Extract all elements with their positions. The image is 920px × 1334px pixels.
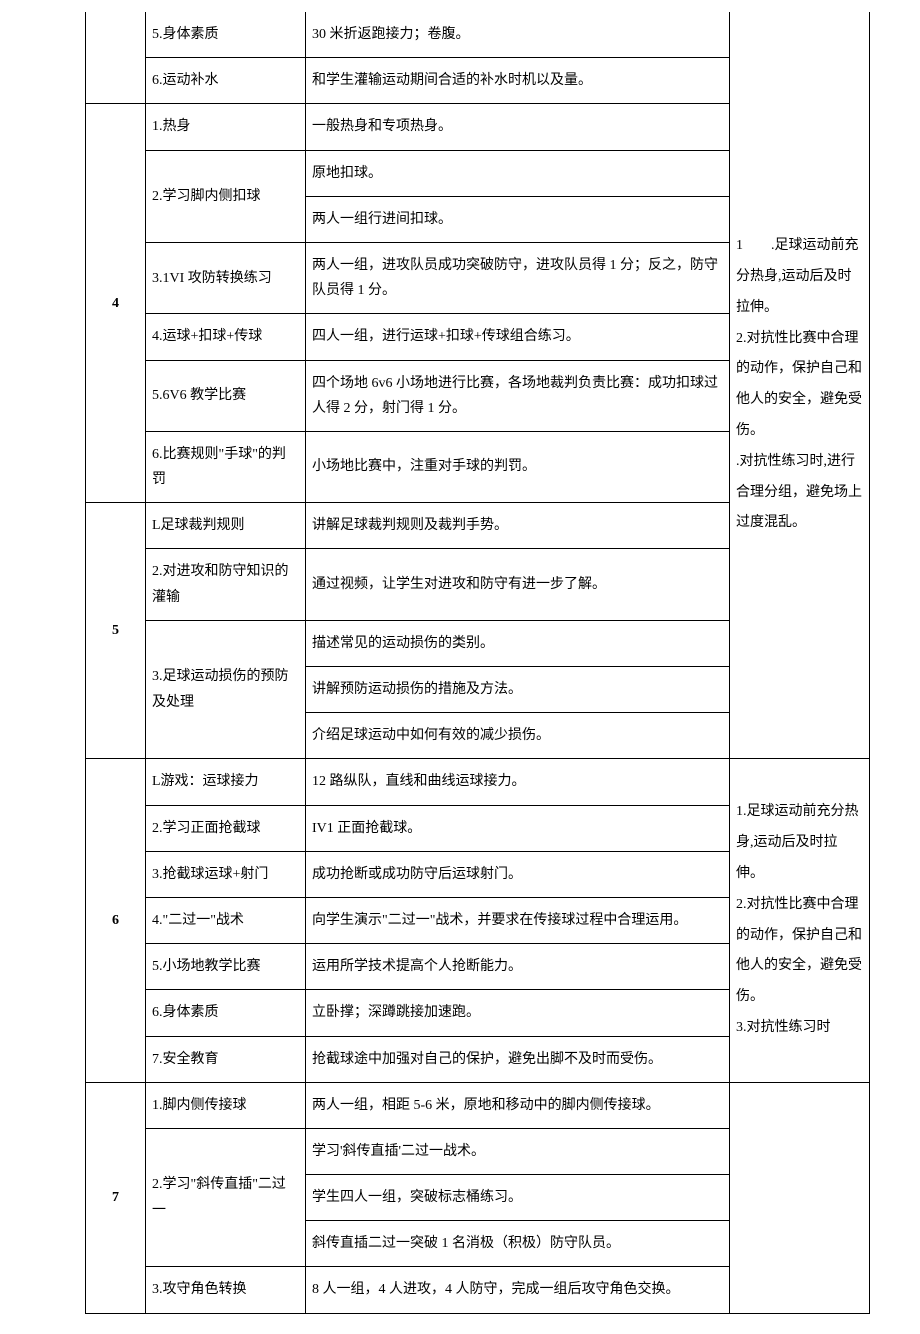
topic-cell: 1.热身 [146,104,306,150]
topic-cell: 2.对进攻和防守知识的灌输 [146,549,306,620]
topic-cell: 2.学习正面抢截球 [146,805,306,851]
section-number [86,12,146,104]
description-cell: 讲解足球裁判规则及裁判手势。 [306,503,730,549]
topic-cell: 3.攻守角色转换 [146,1267,306,1313]
table-row: 5.身体素质30 米折返跑接力；卷腹。1 .足球运动前充分热身,运动后及时拉伸。… [86,12,870,58]
description-cell: 描述常见的运动损伤的类别。 [306,620,730,666]
section-number: 6 [86,759,146,1082]
topic-cell: 5.身体素质 [146,12,306,58]
topic-cell: 2.学习脚内侧扣球 [146,150,306,242]
topic-cell: 5.6V6 教学比赛 [146,360,306,431]
description-cell: 抢截球途中加强对自己的保护，避免出脚不及时而受伤。 [306,1036,730,1082]
topic-cell: 6.运动补水 [146,58,306,104]
section-number: 5 [86,503,146,759]
description-cell: 原地扣球。 [306,150,730,196]
description-cell: 通过视频，让学生对进攻和防守有进一步了解。 [306,549,730,620]
note-cell [730,1082,870,1313]
topic-cell: 3.1VI 攻防转换练习 [146,242,306,313]
topic-cell: 3.抢截球运球+射门 [146,851,306,897]
description-cell: 讲解预防运动损伤的措施及方法。 [306,667,730,713]
description-cell: IV1 正面抢截球。 [306,805,730,851]
table-row: 71.脚内侧传接球两人一组，相距 5-6 米，原地和移动中的脚内侧传接球。 [86,1082,870,1128]
description-cell: 两人一组，相距 5-6 米，原地和移动中的脚内侧传接球。 [306,1082,730,1128]
note-cell: 1 .足球运动前充分热身,运动后及时拉伸。 2.对抗性比赛中合理的动作，保护自己… [730,12,870,759]
description-cell: 介绍足球运动中如何有效的减少损伤。 [306,713,730,759]
topic-cell: 4."二过一"战术 [146,897,306,943]
topic-cell: 5.小场地教学比赛 [146,944,306,990]
description-cell: 学生四人一组，突破标志桶练习。 [306,1175,730,1221]
description-cell: 立卧撑；深蹲跳接加速跑。 [306,990,730,1036]
description-cell: 和学生灌输运动期间合适的补水时机以及量。 [306,58,730,104]
section-number: 4 [86,104,146,503]
description-cell: 成功抢断或成功防守后运球射门。 [306,851,730,897]
description-cell: 两人一组，进攻队员成功突破防守，进攻队员得 1 分；反之，防守队员得 1 分。 [306,242,730,313]
topic-cell: L游戏：运球接力 [146,759,306,805]
description-cell: 30 米折返跑接力；卷腹。 [306,12,730,58]
topic-cell: 6.身体素质 [146,990,306,1036]
description-cell: 四人一组，进行运球+扣球+传球组合练习。 [306,314,730,360]
description-cell: 两人一组行进间扣球。 [306,196,730,242]
topic-cell: 3.足球运动损伤的预防及处理 [146,620,306,759]
description-cell: 向学生演示"二过一"战术，并要求在传接球过程中合理运用。 [306,897,730,943]
document-page: 5.身体素质30 米折返跑接力；卷腹。1 .足球运动前充分热身,运动后及时拉伸。… [0,0,920,1334]
description-cell: 一般热身和专项热身。 [306,104,730,150]
description-cell: 运用所学技术提高个人抢断能力。 [306,944,730,990]
description-cell: 斜传直插二过一突破 1 名消极（积极）防守队员。 [306,1221,730,1267]
topic-cell: 7.安全教育 [146,1036,306,1082]
description-cell: 学习'斜传直插'二过一战术。 [306,1128,730,1174]
description-cell: 12 路纵队，直线和曲线运球接力。 [306,759,730,805]
topic-cell: L足球裁判规则 [146,503,306,549]
topic-cell: 1.脚内侧传接球 [146,1082,306,1128]
note-cell: 1.足球运动前充分热身,运动后及时拉伸。 2.对抗性比赛中合理的动作，保护自己和… [730,759,870,1082]
description-cell: 8 人一组，4 人进攻，4 人防守，完成一组后攻守角色交换。 [306,1267,730,1313]
description-cell: 四个场地 6v6 小场地进行比赛，各场地裁判负责比赛：成功扣球过人得 2 分，射… [306,360,730,431]
section-number: 7 [86,1082,146,1313]
topic-cell: 2.学习"斜传直插"二过一 [146,1128,306,1267]
description-cell: 小场地比赛中，注重对手球的判罚。 [306,431,730,502]
topic-cell: 4.运球+扣球+传球 [146,314,306,360]
curriculum-table: 5.身体素质30 米折返跑接力；卷腹。1 .足球运动前充分热身,运动后及时拉伸。… [85,12,870,1314]
topic-cell: 6.比赛规则"手球"的判罚 [146,431,306,502]
table-row: 6L游戏：运球接力12 路纵队，直线和曲线运球接力。1.足球运动前充分热身,运动… [86,759,870,805]
